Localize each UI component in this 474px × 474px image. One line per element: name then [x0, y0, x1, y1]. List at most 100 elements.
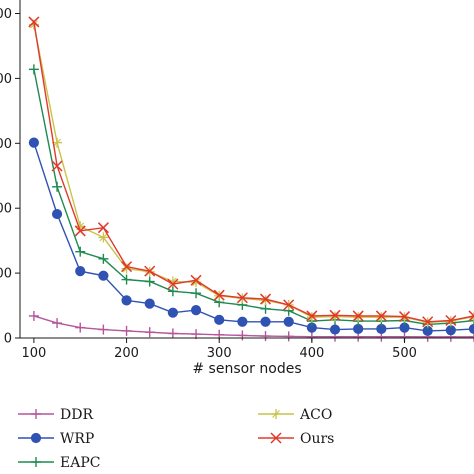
data-point-ddr [167, 328, 178, 339]
data-point-eapc [75, 246, 86, 257]
data-point-ours [422, 316, 434, 328]
data-point-eapc [121, 274, 132, 285]
data-point-wrp [260, 316, 271, 327]
data-point-wrp [75, 266, 86, 277]
data-point-wrp [283, 316, 294, 327]
data-point-ours [283, 299, 295, 311]
y-tick-label: 2000 [0, 202, 12, 217]
data-point-wrp [190, 304, 202, 316]
data-point-eapc [144, 276, 155, 287]
data-point-ours [445, 314, 457, 327]
data-point-ddr [28, 310, 39, 321]
y-tick-label: 4000 [0, 72, 12, 87]
legend-label: WRP [60, 431, 94, 447]
data-point-wrp [167, 307, 178, 318]
series-aco [28, 19, 474, 328]
series-line-eapc [33, 69, 474, 326]
data-point-aco [353, 312, 364, 323]
legend-label: DDR [60, 407, 93, 423]
series-line-ours [33, 21, 474, 323]
data-point-wrp [237, 316, 248, 327]
data-point-ours [144, 265, 156, 277]
data-point-ours [167, 278, 179, 290]
legend-label: ACO [299, 407, 332, 423]
data-point-wrp [144, 298, 155, 309]
legend-label: EAPC [60, 455, 100, 471]
data-point-aco [306, 312, 317, 323]
data-point-ours [236, 292, 248, 304]
legend-swatch-marker [31, 409, 41, 419]
data-point-ddr [283, 331, 294, 342]
legend-item-wrp: WRP [18, 431, 94, 447]
data-point-eapc [260, 303, 271, 314]
data-point-ours [306, 310, 318, 322]
data-point-ours [375, 310, 387, 322]
x-tick-label: 400 [299, 346, 324, 361]
data-point-ddr [52, 318, 63, 329]
data-point-wrp [468, 323, 474, 335]
data-point-wrp [121, 295, 132, 306]
plot-area [28, 16, 474, 342]
data-point-ddr [260, 331, 271, 342]
data-point-ours [28, 16, 40, 28]
legend-item-aco: ACO [258, 407, 332, 423]
data-point-eapc [52, 181, 63, 192]
y-tick-label: 1000 [0, 267, 12, 282]
x-tick-label: 100 [21, 346, 46, 361]
data-point-wrp [28, 137, 39, 148]
series-wrp [28, 137, 474, 336]
data-point-ddr [121, 325, 132, 336]
data-point-ours [352, 310, 364, 322]
data-point-ddr [237, 330, 248, 341]
data-point-ddr [98, 324, 109, 335]
legend-item-ours: Ours [258, 431, 334, 447]
data-point-ours [51, 160, 63, 172]
y-tick-label: 0 [4, 332, 12, 347]
data-point-aco [330, 311, 341, 322]
legend-label: Ours [300, 431, 334, 447]
data-point-eapc [28, 64, 39, 75]
data-point-ours [213, 289, 225, 301]
x-tick-label: 300 [207, 346, 232, 361]
data-point-ours [74, 225, 86, 237]
data-point-eapc [469, 315, 474, 326]
legend-swatch-marker [270, 432, 282, 444]
legend-item-ddr: DDR [18, 407, 93, 423]
axes: 100200300400500010002000300040005000 [0, 0, 474, 361]
data-point-aco [98, 232, 109, 243]
legend-swatch-marker [271, 409, 281, 419]
data-point-ddr [469, 331, 474, 342]
data-point-ours [121, 261, 133, 273]
data-point-ours [468, 310, 474, 322]
legend: DDR WRP EAPC ACO Ours [18, 407, 334, 471]
x-tick-label: 200 [114, 346, 139, 361]
data-point-ddr [75, 322, 86, 333]
data-point-ours [329, 309, 341, 321]
data-point-wrp [51, 208, 63, 220]
legend-item-eapc: EAPC [18, 455, 100, 471]
data-point-wrp [214, 314, 225, 325]
data-point-eapc [191, 288, 202, 299]
data-point-ddr [191, 329, 202, 340]
series-ours [28, 16, 474, 328]
data-point-wrp [98, 270, 109, 281]
data-point-ours [97, 222, 109, 234]
x-axis-label: # sensor nodes [192, 361, 301, 377]
series-eapc [28, 64, 474, 330]
data-point-wrp [329, 324, 341, 335]
legend-swatch-marker [31, 457, 41, 467]
data-point-eapc [167, 286, 178, 297]
data-point-ddr [144, 327, 155, 338]
y-tick-label: 3000 [0, 137, 12, 152]
series-ddr [28, 310, 474, 342]
data-point-eapc [98, 253, 109, 264]
data-point-ours [398, 311, 411, 323]
data-point-aco [121, 263, 132, 274]
data-point-ours [190, 274, 202, 286]
data-point-aco [376, 312, 387, 323]
data-point-ours [260, 293, 272, 305]
x-tick-label: 500 [392, 346, 417, 361]
legend-swatch-marker [30, 432, 42, 444]
